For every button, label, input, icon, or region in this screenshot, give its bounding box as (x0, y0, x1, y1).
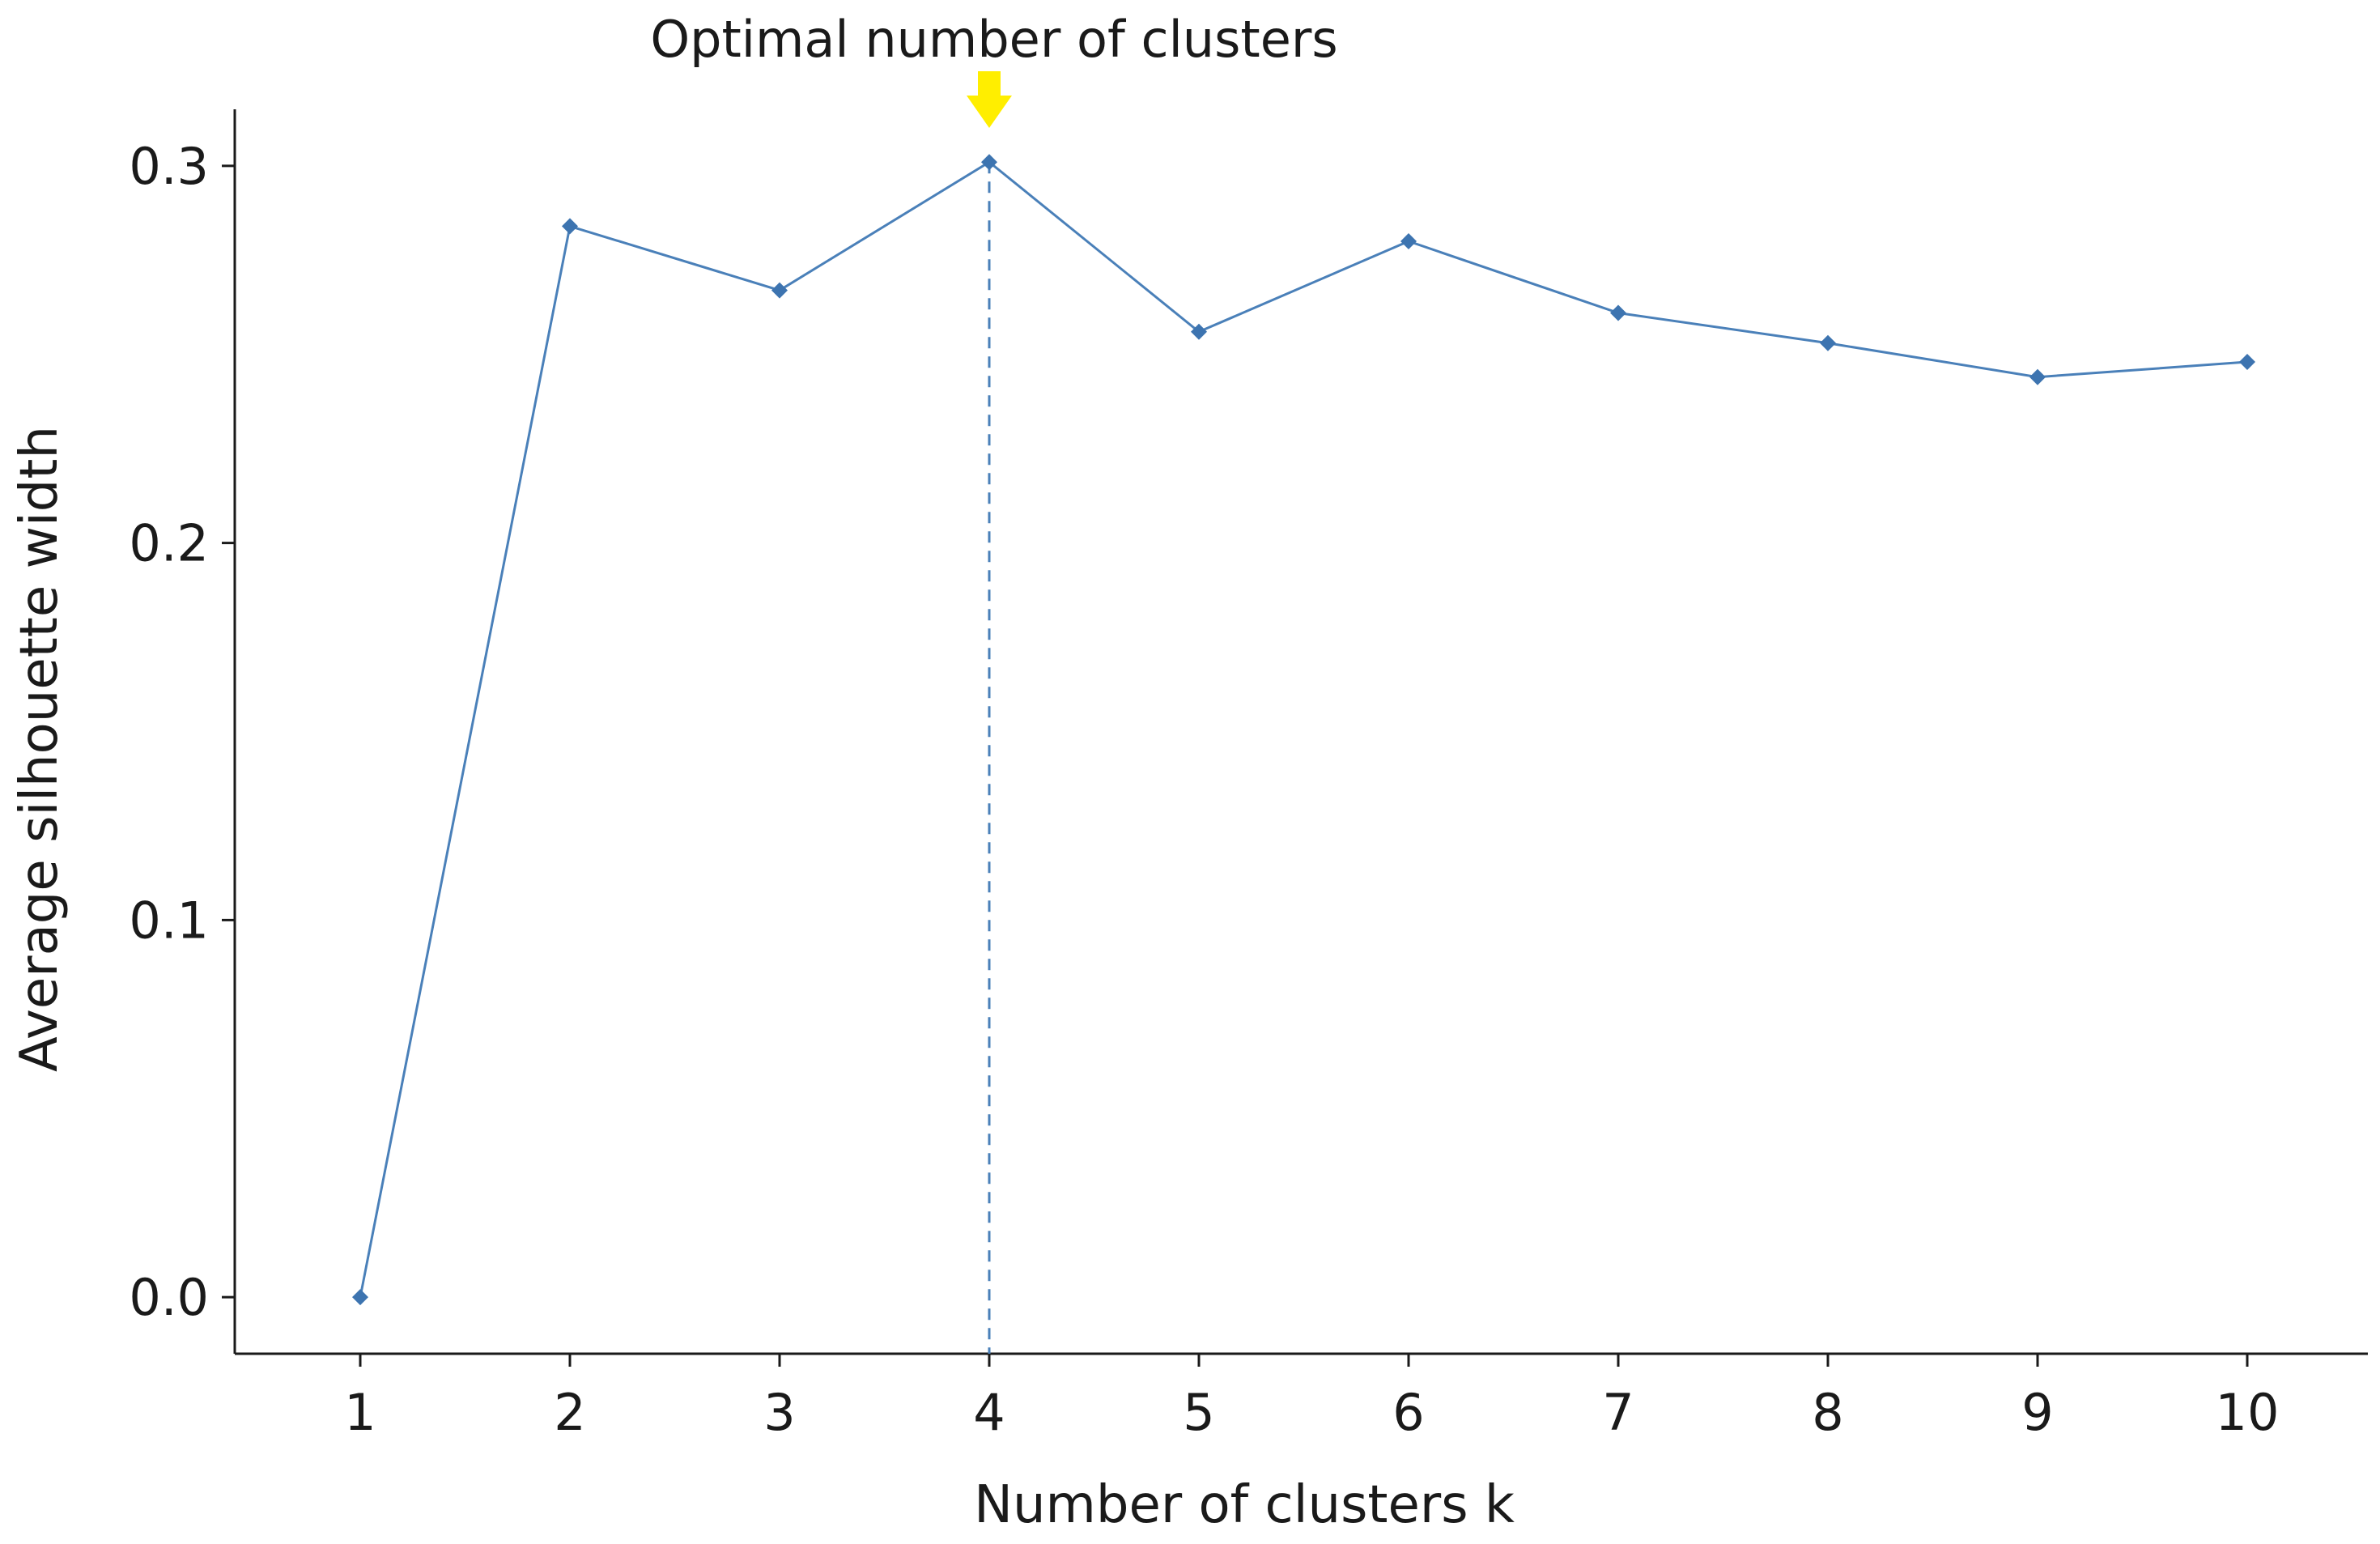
data-point (1191, 323, 1207, 340)
plot-area (233, 71, 2368, 1355)
series-line (359, 160, 2248, 1298)
annotation-text: Optimal number of clusters (650, 10, 1337, 69)
x-tick-label: 7 (1602, 1383, 1634, 1442)
y-tick-label: 0.2 (129, 514, 209, 573)
x-tick-label: 9 (2021, 1383, 2053, 1442)
x-tick-label: 3 (763, 1383, 795, 1442)
data-point (2029, 368, 2046, 385)
x-tick-label: 2 (554, 1383, 585, 1442)
data-point (562, 218, 578, 235)
x-tick-label: 4 (973, 1383, 1005, 1442)
optimal-arrow-icon (967, 71, 1012, 128)
data-point (2239, 354, 2255, 371)
x-tick-label: 8 (1812, 1383, 1843, 1442)
data-point (1610, 304, 1626, 321)
x-tick-label: 1 (344, 1383, 376, 1442)
x-tick-label: 10 (2216, 1383, 2280, 1442)
data-point (981, 154, 997, 171)
x-tick-label: 5 (1183, 1383, 1214, 1442)
y-tick-label: 0.1 (129, 891, 209, 950)
x-tick-label: 6 (1392, 1383, 1424, 1442)
data-point (1820, 334, 1836, 351)
y-tick-label: 0.0 (129, 1268, 209, 1327)
x-axis-title: Number of clusters k (974, 1475, 1515, 1535)
y-tick-label: 0.3 (129, 137, 209, 196)
x-axis-ticks: 1 2 3 4 5 6 7 8 9 10 (344, 1354, 2279, 1442)
y-axis-ticks: 0.0 0.1 0.2 0.3 (129, 137, 235, 1327)
y-axis-title: Average silhouette width (10, 426, 70, 1072)
data-point (1400, 233, 1417, 250)
data-point (771, 282, 788, 299)
data-point (352, 1289, 368, 1306)
